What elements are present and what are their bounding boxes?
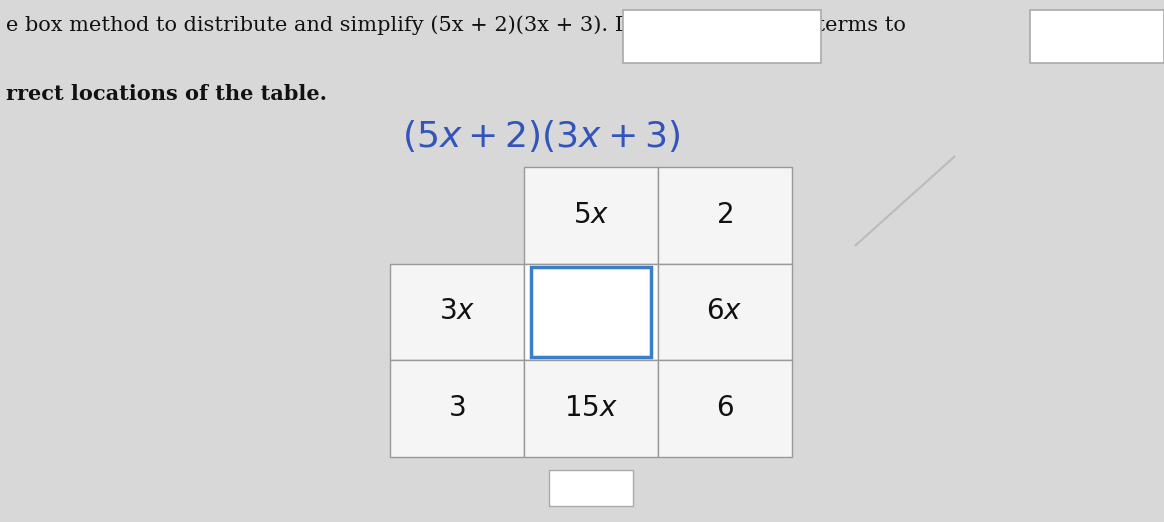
Bar xyxy=(390,264,524,360)
Bar xyxy=(549,470,633,506)
Text: $(5x+2)(3x+3)$: $(5x+2)(3x+3)$ xyxy=(402,118,681,153)
Text: rrect locations of the table.: rrect locations of the table. xyxy=(6,84,327,103)
Bar xyxy=(623,10,821,63)
Text: $6x$: $6x$ xyxy=(707,299,743,325)
Text: e box method to distribute and simplify (5x + 2)(3x + 3). Drag and drop the term: e box method to distribute and simplify … xyxy=(6,16,906,35)
Bar xyxy=(658,167,792,264)
Bar xyxy=(658,264,792,360)
Text: $15x$: $15x$ xyxy=(563,395,618,422)
Text: $5x$: $5x$ xyxy=(573,202,609,229)
Bar xyxy=(1030,10,1164,63)
Text: try: try xyxy=(580,481,602,495)
Text: $2$: $2$ xyxy=(716,202,733,229)
Bar xyxy=(524,264,658,360)
Text: $3x$: $3x$ xyxy=(439,299,475,325)
Bar xyxy=(658,360,792,457)
Bar xyxy=(524,167,658,264)
Text: $3$: $3$ xyxy=(448,395,466,422)
Bar xyxy=(390,360,524,457)
Text: $6$: $6$ xyxy=(716,395,733,422)
Bar xyxy=(531,267,651,357)
Bar xyxy=(524,360,658,457)
